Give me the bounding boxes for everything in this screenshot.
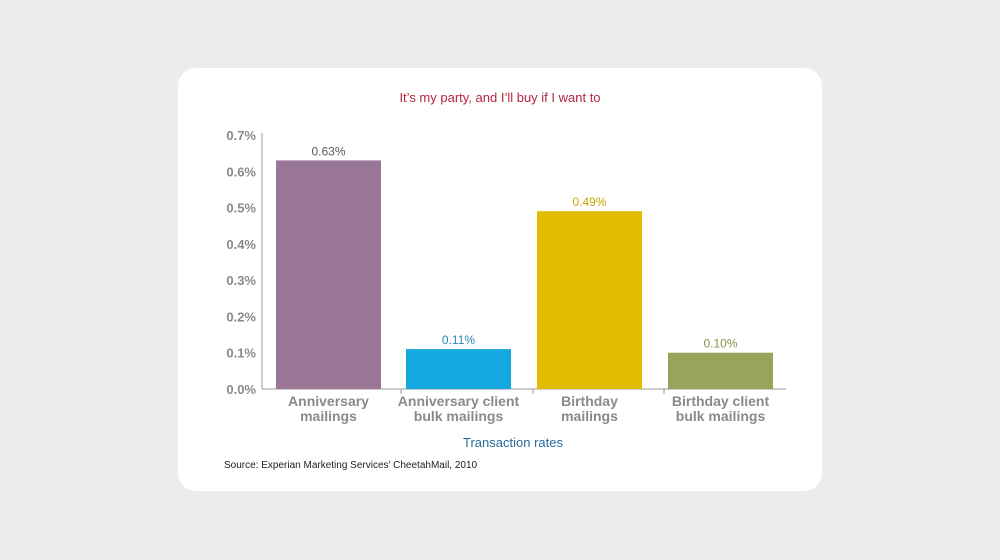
data-label: 0.49% [572, 195, 606, 209]
x-category-label: mailings [561, 408, 618, 424]
data-label: 0.10% [703, 337, 737, 351]
x-axis-title: Transaction rates [463, 435, 563, 450]
y-tick-label: 0.6% [226, 164, 256, 179]
y-tick-label: 0.2% [226, 309, 256, 324]
bar [276, 160, 381, 389]
data-label: 0.11% [442, 333, 475, 347]
y-tick-label: 0.5% [226, 201, 256, 216]
y-tick-label: 0.1% [226, 346, 256, 361]
source-note: Source: Experian Marketing Services’ Che… [224, 460, 478, 471]
x-category-label: Birthday client [672, 393, 770, 409]
bar [406, 349, 511, 389]
y-tick-label: 0.3% [226, 273, 256, 288]
bar [668, 352, 773, 389]
x-category-label: Birthday [561, 393, 618, 409]
chart-card: It’s my party, and I’ll buy if I want to… [178, 68, 822, 491]
chart-title: It’s my party, and I’ll buy if I want to [399, 90, 601, 105]
y-tick-label: 0.7% [226, 128, 256, 143]
bar [537, 211, 642, 389]
x-category-label: mailings [300, 408, 357, 424]
data-label: 0.63% [311, 144, 345, 158]
x-category-label: Anniversary [288, 393, 369, 409]
y-tick-label: 0.0% [226, 382, 256, 397]
y-tick-label: 0.4% [226, 237, 256, 252]
x-category-label: bulk mailings [414, 408, 504, 424]
x-category-label: bulk mailings [676, 408, 766, 424]
x-category-label: Anniversary client [398, 393, 520, 409]
bar-chart: 0.0% 0.1% 0.2% 0.3% 0.4% 0.5% 0.6% 0.7% 0.63% Ann… [226, 128, 786, 450]
